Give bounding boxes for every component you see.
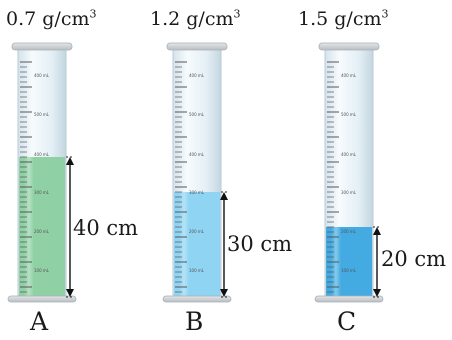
density-unit-a: g/cm (42, 8, 90, 30)
cylinder-base (314, 295, 384, 303)
scale-label: 300 mL (34, 190, 50, 195)
scale-label: 200 mL (341, 229, 357, 234)
scale-label: 100 mL (341, 268, 357, 273)
density-exponent-c: 3 (381, 7, 389, 21)
top-rim (318, 42, 380, 51)
cylinder-b: 400 mL 500 mL 400 mL 300 mL 200 mL 100 mL (162, 42, 232, 303)
density-unit-c: g/cm (334, 8, 382, 30)
arrow-head-top (66, 157, 74, 165)
scale-label: 100 mL (189, 268, 205, 273)
cylinder-letter-c: C (337, 307, 357, 336)
density-label-a: 0.7 g/cm3 (6, 8, 97, 30)
arrow-head-top (220, 192, 228, 200)
height-label-c: 20 cm (381, 247, 447, 271)
density-label-b: 1.2 g/cm3 (150, 8, 241, 30)
scale-label: 400 mL (341, 152, 357, 157)
scale-label: 100 mL (34, 268, 50, 273)
cylinder-base (162, 295, 232, 303)
cylinder-letter-b: B (185, 307, 204, 336)
cylinder-a: 400 mL 500 mL 400 mL 300 mL 200 mL 100 mL (7, 42, 77, 303)
scale-label: 400 mL (189, 73, 205, 78)
scale-label: 200 mL (189, 229, 205, 234)
density-value-c: 1.5 (298, 8, 329, 30)
density-exponent-a: 3 (89, 7, 97, 21)
density-unit-b: g/cm (186, 8, 234, 30)
scale-label: 500 mL (341, 112, 357, 117)
density-value-b: 1.2 (150, 8, 181, 30)
density-value-a: 0.7 (6, 8, 37, 30)
liquid-highlight (24, 157, 34, 297)
cylinder-letter-a: A (30, 307, 49, 336)
height-label-b: 30 cm (227, 232, 293, 256)
arrow-head-top (373, 227, 381, 235)
cylinder-base (7, 295, 77, 303)
liquid-highlight (179, 192, 189, 297)
arrow-head-bottom (66, 289, 74, 297)
cylinder-c: 400 mL 500 mL 400 mL 300 mL 200 mL 100 mL (314, 42, 384, 303)
density-exponent-b: 3 (233, 7, 241, 21)
scale-label: 400 mL (341, 73, 357, 78)
height-label-a: 40 cm (73, 216, 139, 240)
scale-label: 300 mL (189, 190, 205, 195)
scale-label: 300 mL (341, 190, 357, 195)
scale-label: 400 mL (189, 152, 205, 157)
top-rim (11, 42, 73, 51)
arrow-head-bottom (373, 289, 381, 297)
scale-label: 400 mL (34, 73, 50, 78)
scale-label: 200 mL (34, 229, 50, 234)
scale-label: 500 mL (189, 112, 205, 117)
arrow-head-bottom (220, 289, 228, 297)
scale-label: 400 mL (34, 152, 50, 157)
scale-label: 500 mL (34, 112, 50, 117)
top-rim (166, 42, 228, 51)
density-label-c: 1.5 g/cm3 (298, 8, 389, 30)
